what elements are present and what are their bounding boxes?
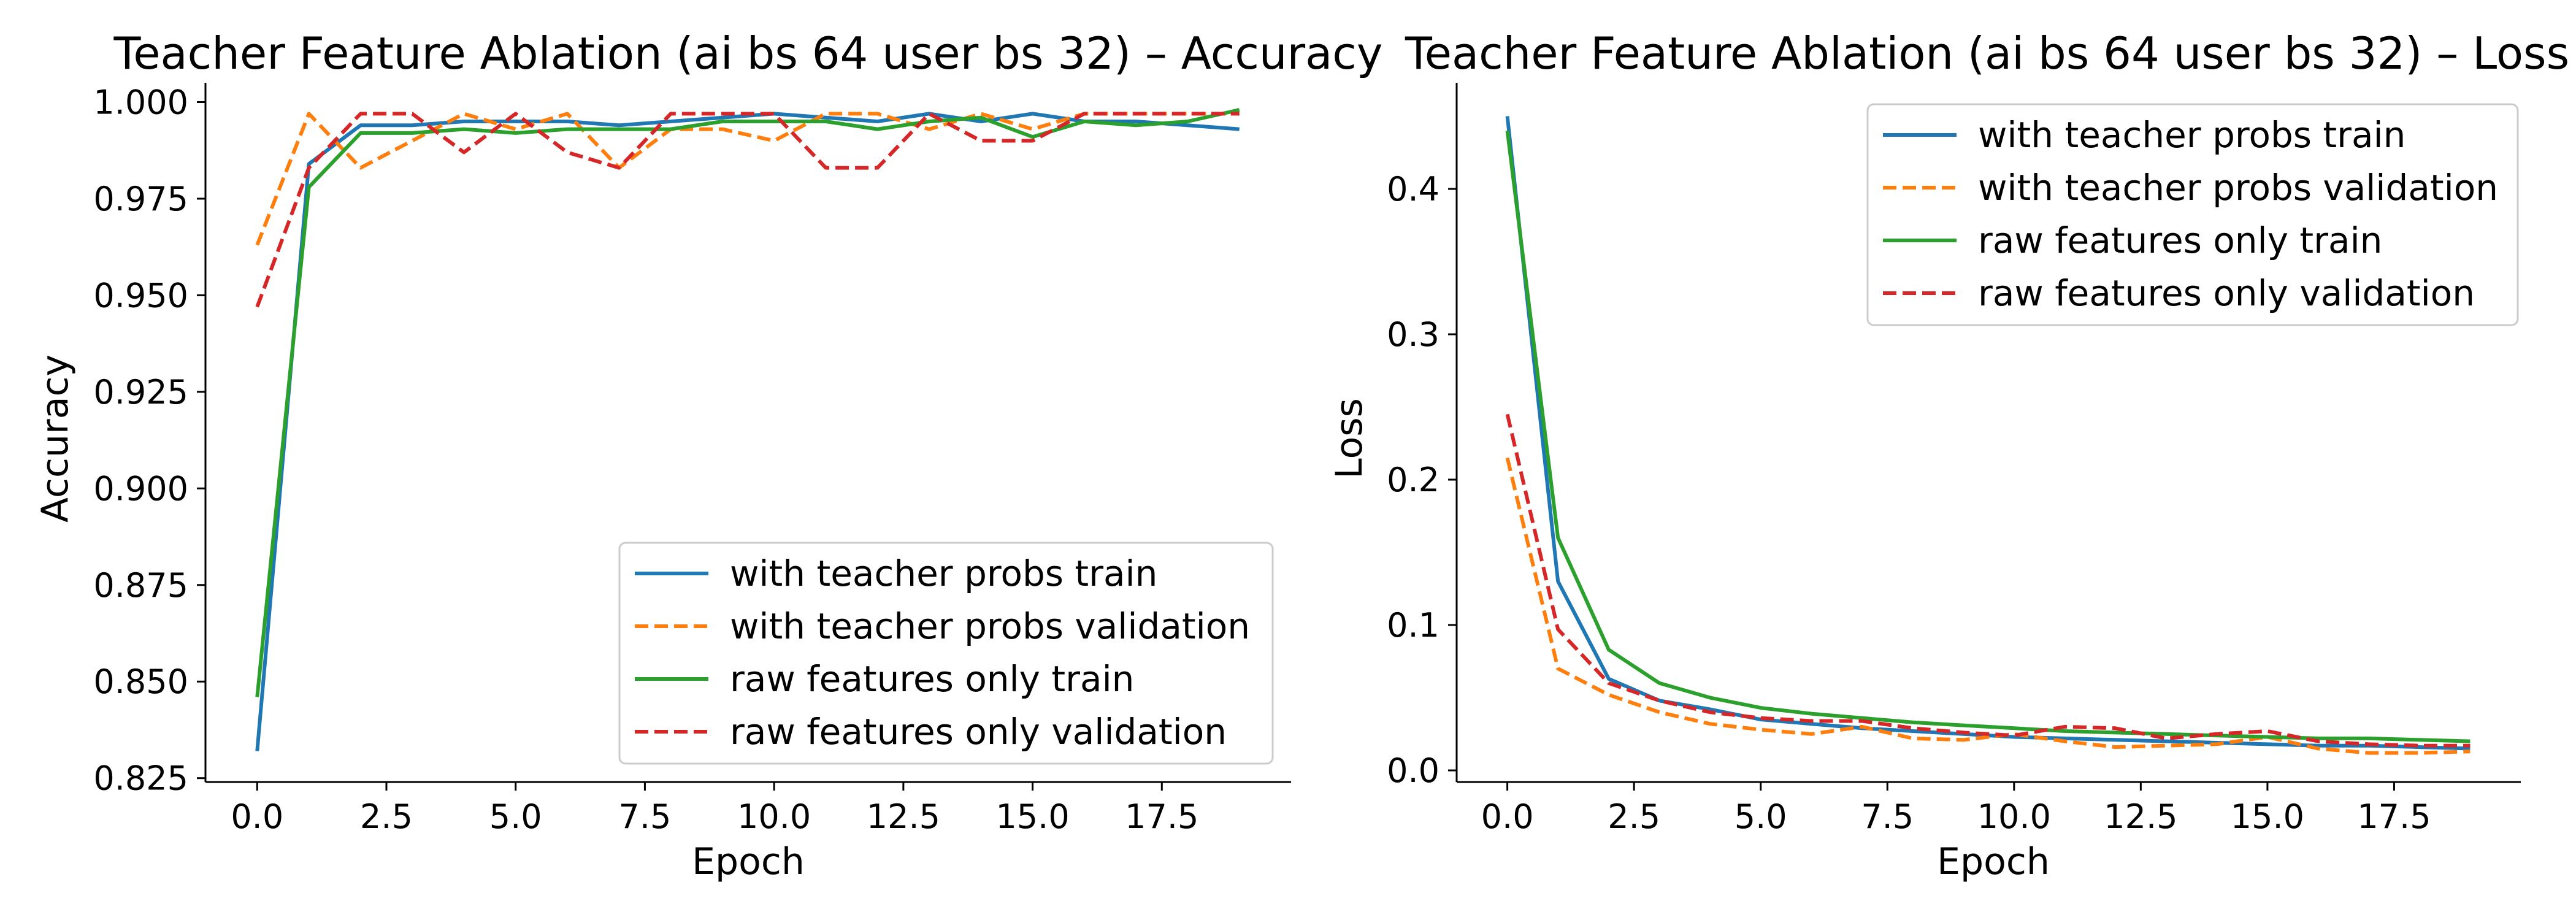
accuracy-y-tick-label: 0.850: [93, 662, 188, 701]
loss-series-line-with-teacher-probs-validation: [1505, 457, 2471, 755]
accuracy-series-line-raw-features-only-validation: [255, 112, 1240, 308]
accuracy-y-tick-label: 0.900: [93, 469, 188, 508]
loss-x-tick-label: 5.0: [1735, 797, 1787, 836]
loss-x-tick-label: 15.0: [2231, 797, 2304, 836]
accuracy-x-tick-label: 0.0: [231, 797, 283, 836]
accuracy-legend-box: [618, 542, 1274, 765]
loss-chart: Teacher Feature Ablation (ai bs 64 user …: [1328, 28, 2569, 883]
loss-y-tick-label: 0.4: [1387, 170, 1439, 209]
accuracy-y-tick-label: 0.925: [93, 373, 188, 412]
accuracy-x-tick-label: 17.5: [1125, 797, 1198, 836]
loss-legend-label: with teacher probs train: [1978, 114, 2405, 156]
accuracy-x-tick-label: 5.0: [489, 797, 542, 836]
accuracy-legend: with teacher probs train with teacher pro…: [618, 542, 1274, 765]
loss-series-line-raw-features-only-validation: [1505, 413, 2471, 748]
loss-x-axis-label: Epoch: [1937, 840, 2050, 883]
loss-legend-box: [1866, 103, 2519, 326]
loss-y-tick-label: 0.3: [1387, 315, 1439, 354]
loss-x-tick-label: 2.5: [1608, 797, 1660, 836]
accuracy-x-tick-label: 2.5: [360, 797, 413, 836]
accuracy-y-axis-label: Accuracy: [34, 355, 77, 523]
loss-legend-label: with teacher probs validation: [1978, 167, 2498, 209]
accuracy-chart: Teacher Feature Ablation (ai bs 64 user …: [34, 28, 1382, 883]
loss-y-tick-label: 0.2: [1387, 461, 1439, 499]
loss-x-tick-label: 0.0: [1481, 797, 1534, 836]
accuracy-y-tick-label: 0.825: [93, 759, 188, 798]
accuracy-x-tick-label: 7.5: [618, 797, 671, 836]
accuracy-series-line-raw-features-only-train: [255, 108, 1240, 697]
accuracy-y-tick-label: 0.950: [93, 276, 188, 315]
accuracy-y-tick-label: 0.875: [93, 566, 188, 605]
loss-y-tick-label: 0.1: [1387, 606, 1439, 645]
loss-x-tick-label: 12.5: [2104, 797, 2177, 836]
accuracy-x-tick-label: 10.0: [737, 797, 811, 836]
loss-y-tick-label: 0.0: [1387, 751, 1439, 790]
loss-x-tick-label: 7.5: [1861, 797, 1914, 836]
accuracy-legend-label: raw features only validation: [730, 711, 1227, 753]
accuracy-x-axis-label: Epoch: [692, 840, 805, 883]
loss-y-axis-label: Loss: [1328, 398, 1371, 479]
accuracy-legend-label: with teacher probs validation: [730, 605, 1250, 647]
accuracy-x-tick-label: 15.0: [995, 797, 1069, 836]
loss-x-tick-label: 17.5: [2357, 797, 2431, 836]
accuracy-series-line-with-teacher-probs-train: [255, 112, 1240, 751]
accuracy-legend-label: raw features only train: [730, 658, 1134, 700]
loss-chart-title: Teacher Feature Ablation (ai bs 64 user …: [1405, 28, 2569, 79]
accuracy-x-tick-label: 12.5: [867, 797, 940, 836]
accuracy-legend-label: with teacher probs train: [730, 553, 1157, 594]
accuracy-y-tick-label: 1.000: [93, 83, 188, 121]
loss-legend: with teacher probs train with teacher pro…: [1866, 103, 2519, 326]
loss-legend-label: raw features only validation: [1978, 272, 2475, 314]
loss-legend-label: raw features only train: [1978, 220, 2382, 261]
accuracy-chart-title: Teacher Feature Ablation (ai bs 64 user …: [113, 28, 1383, 79]
accuracy-y-tick-label: 0.975: [93, 180, 188, 218]
loss-x-tick-label: 10.0: [1977, 797, 2051, 836]
